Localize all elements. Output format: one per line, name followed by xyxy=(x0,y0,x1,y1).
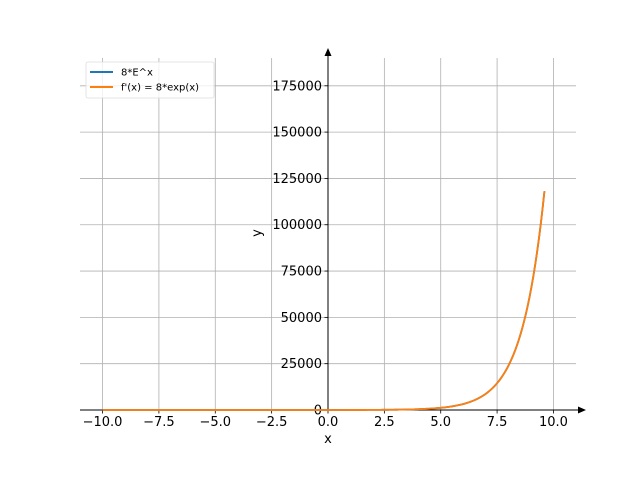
y-tick-label: 125000 xyxy=(272,172,322,187)
y-axis-label: y xyxy=(250,229,265,237)
x-tick-label: −2.5 xyxy=(256,415,288,430)
y-tick-label: 50000 xyxy=(281,311,322,326)
y-axis-arrow-icon xyxy=(324,48,332,56)
x-axis-arrow-icon xyxy=(578,406,586,414)
series-line-2 xyxy=(102,191,546,411)
x-axis-label: x xyxy=(324,432,332,447)
x-tick-label: −10.0 xyxy=(83,415,123,430)
y-tick-label: 175000 xyxy=(272,79,322,94)
x-tick-label: 5.0 xyxy=(430,415,451,430)
legend-box xyxy=(85,61,215,99)
x-tick-label: 0.0 xyxy=(318,415,339,430)
y-tick-label: 25000 xyxy=(281,357,322,372)
x-tick-label: 10.0 xyxy=(539,415,568,430)
y-tick-label: 100000 xyxy=(272,218,322,233)
tick-labels: −10.0 −7.5 −5.0 −2.5 0.0 2.5 5.0 7.5 10.0 0 25000 5… xyxy=(83,79,568,430)
x-tick-label: 7.5 xyxy=(487,415,508,430)
x-tick-label: 2.5 xyxy=(374,415,395,430)
axes xyxy=(80,48,586,414)
y-tick-label: 150000 xyxy=(272,126,322,141)
legend-label-series-2: f'(x) = 8*exp(x) xyxy=(121,83,199,94)
legend: 8*E^x f'(x) = 8*exp(x) xyxy=(85,61,215,99)
x-tick-label: −5.0 xyxy=(199,415,231,430)
y-tick-label: 75000 xyxy=(281,265,322,280)
series-line-1 xyxy=(102,191,546,411)
legend-label-series-1: 8*E^x xyxy=(121,68,153,79)
series-lines xyxy=(102,191,546,411)
x-tick-label: −7.5 xyxy=(143,415,175,430)
y-tick-label: 0 xyxy=(314,404,322,419)
